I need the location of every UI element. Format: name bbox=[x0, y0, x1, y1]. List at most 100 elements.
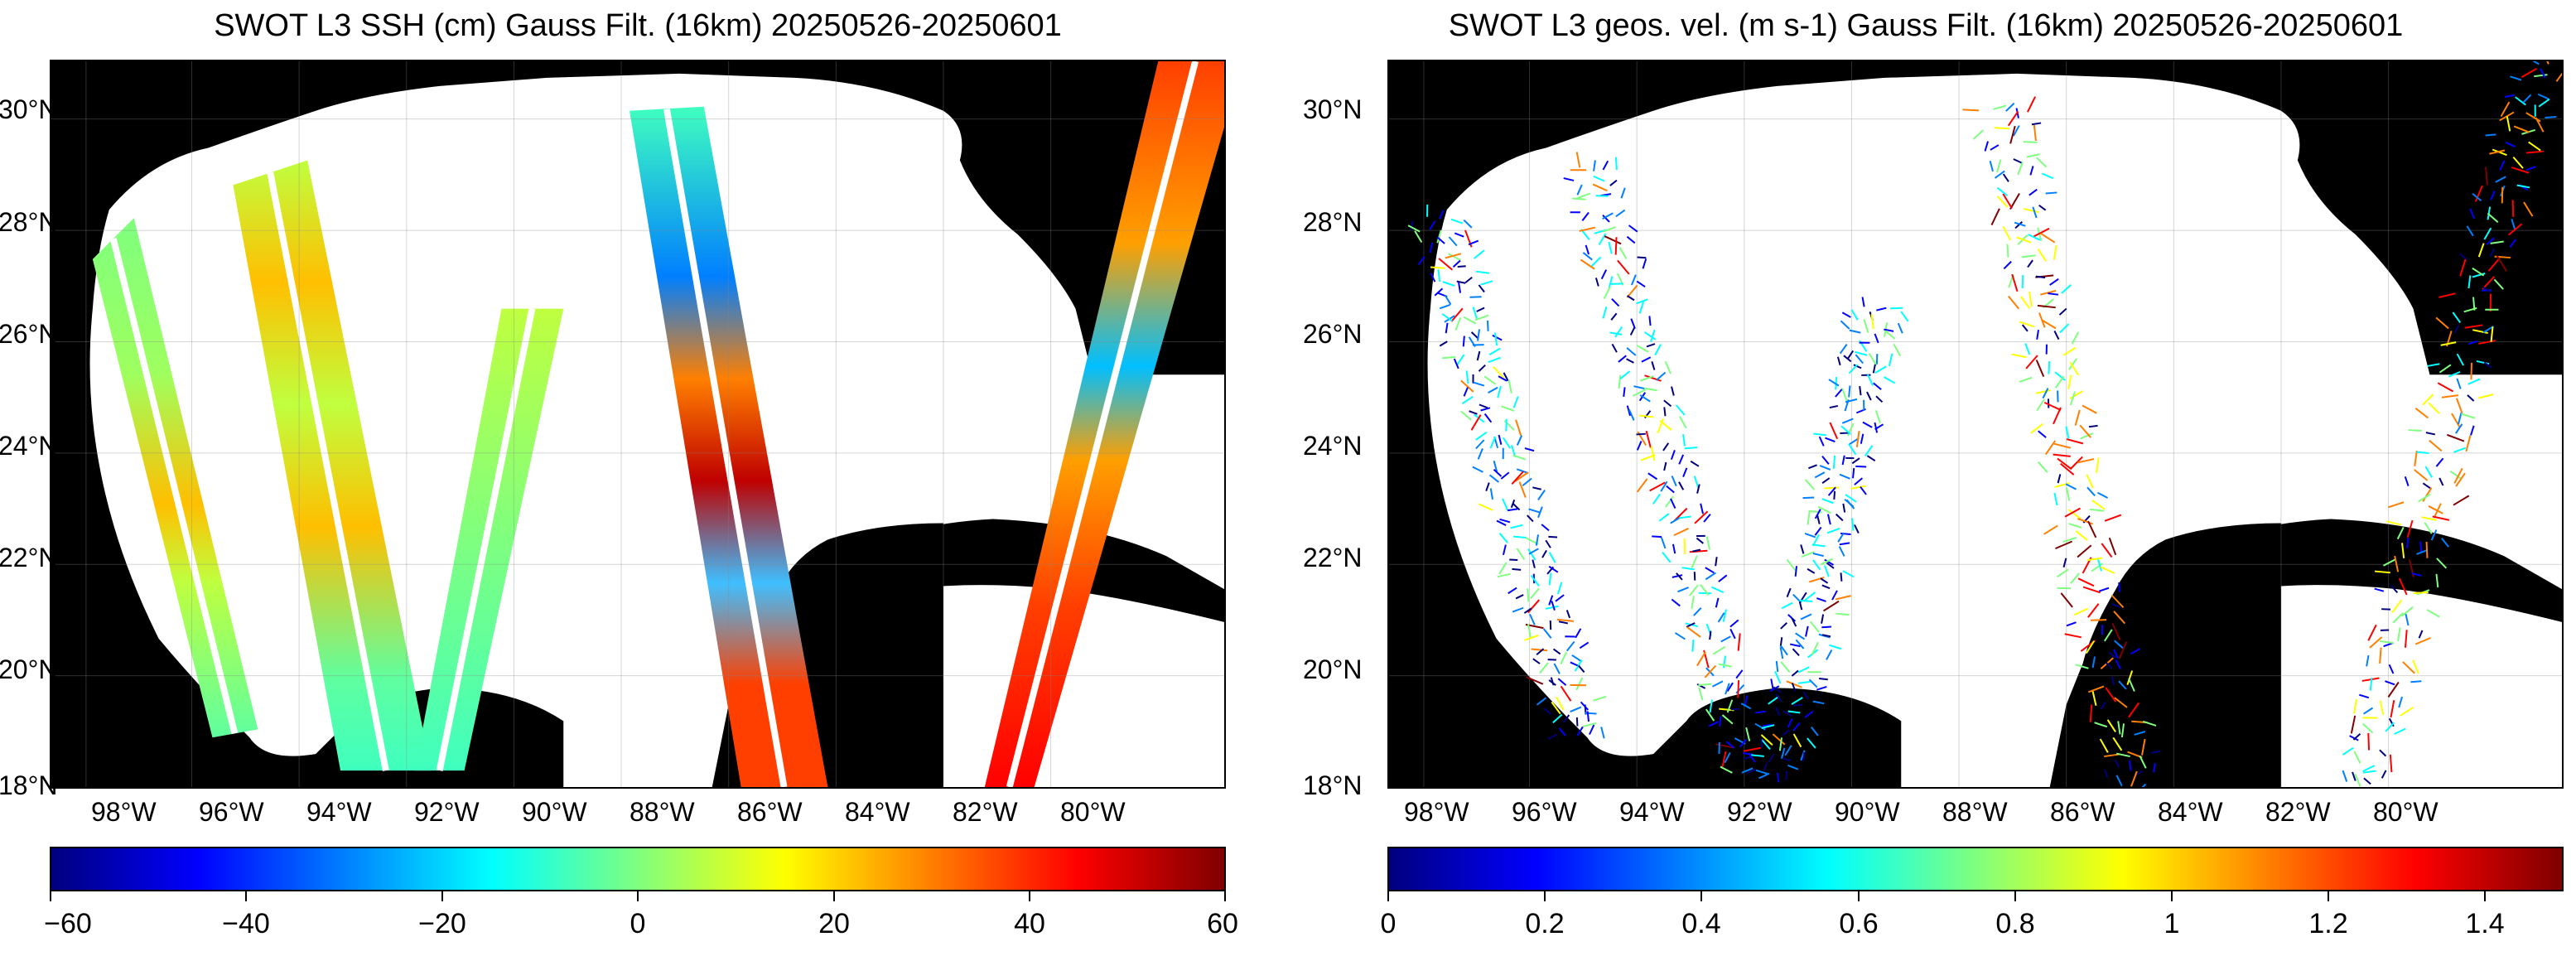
velocity-arrow bbox=[1825, 437, 1836, 442]
velocity-arrow bbox=[2128, 702, 2140, 718]
velocity-arrow bbox=[1532, 658, 1541, 664]
lon-tick-label: 96°W bbox=[199, 797, 264, 827]
velocity-arrow bbox=[2389, 754, 2393, 773]
ssh-colorbar-label: 40 bbox=[1014, 908, 1045, 939]
lon-tick-label: 86°W bbox=[2050, 797, 2115, 827]
velocity-arrow bbox=[2041, 319, 2057, 330]
velocity-arrow bbox=[2457, 412, 2463, 425]
velocity-arrow bbox=[1797, 680, 1811, 684]
velocity-arrow bbox=[2075, 664, 2089, 669]
velocity-arrow bbox=[2113, 611, 2126, 625]
velocity-arrow bbox=[2516, 184, 2530, 189]
velocity-arrow bbox=[2428, 505, 2443, 514]
velocity-arrow bbox=[1641, 356, 1652, 363]
velocity-arrow bbox=[1511, 471, 1524, 485]
lat-tick-label: 22°N bbox=[0, 543, 58, 572]
velocity-arrow bbox=[1633, 385, 1645, 390]
velocity-arrow bbox=[1670, 516, 1681, 524]
velocity-arrow bbox=[2038, 430, 2047, 438]
velocity-arrow bbox=[2478, 394, 2494, 399]
velocity-arrow bbox=[1826, 514, 1831, 525]
ssh-colorbar-label: −40 bbox=[222, 908, 270, 939]
lon-tick-label: 84°W bbox=[2158, 797, 2223, 827]
velocity-arrow bbox=[1829, 644, 1842, 650]
velocity-arrow bbox=[1888, 353, 1893, 367]
velocity-arrow bbox=[1864, 445, 1874, 457]
velocity-arrow bbox=[2054, 371, 2066, 381]
velocity-arrow bbox=[1575, 628, 1582, 639]
velocity-arrow bbox=[1893, 343, 1902, 357]
velocity-panel-title: SWOT L3 geos. vel. (m s-1) Gauss Filt. (… bbox=[1448, 8, 2404, 43]
velocity-arrow bbox=[2396, 526, 2405, 540]
velocity-arrow bbox=[1797, 666, 1810, 674]
velocity-arrow bbox=[1477, 447, 1483, 460]
ssh-colorbar-label: 20 bbox=[818, 908, 850, 939]
lon-tick-label: 94°W bbox=[306, 797, 372, 827]
velocity-arrow bbox=[2447, 433, 2465, 442]
velocity-arrow bbox=[1452, 259, 1461, 268]
velocity-arrow bbox=[2011, 273, 2019, 292]
velocity-arrow bbox=[1672, 543, 1676, 554]
velocity-arrow bbox=[2071, 331, 2080, 345]
velocity-arrow bbox=[2432, 515, 2450, 521]
velocity-arrow bbox=[1773, 686, 1782, 693]
velocity-arrow bbox=[1652, 493, 1661, 505]
velocity-arrow bbox=[2096, 457, 2100, 474]
velocity-arrow bbox=[2414, 469, 2429, 481]
velocity-arrow bbox=[1608, 241, 1613, 254]
velocity-arrow bbox=[1726, 682, 1734, 693]
velocity-arrow bbox=[2449, 470, 2462, 480]
velocity-arrow bbox=[2487, 212, 2499, 223]
lon-tick-label: 96°W bbox=[1512, 797, 1577, 827]
velocity-arrow bbox=[2054, 482, 2071, 488]
velocity-arrow bbox=[2100, 566, 2115, 574]
velocity-arrow bbox=[2367, 732, 2371, 751]
velocity-arrow bbox=[2374, 587, 2385, 592]
velocity-arrow bbox=[1636, 441, 1643, 451]
velocity-arrow bbox=[2097, 559, 2102, 572]
velocity-arrow bbox=[2086, 474, 2094, 489]
velocity-arrow bbox=[1836, 612, 1850, 616]
velocity-arrow bbox=[2465, 435, 2472, 452]
ssh-map[interactable] bbox=[50, 60, 1226, 789]
velocity-arrow bbox=[1592, 183, 1608, 192]
velocity-colorbar-label: 0.4 bbox=[1681, 908, 1721, 939]
velocity-arrow bbox=[1602, 307, 1608, 319]
velocity-arrow bbox=[1839, 344, 1848, 355]
velocity-arrow bbox=[2053, 453, 2071, 457]
velocity-arrow bbox=[1636, 280, 1646, 288]
velocity-arrow bbox=[2021, 254, 2036, 258]
ssh-colorbar-tick bbox=[637, 891, 639, 901]
velocity-arrow bbox=[2104, 769, 2109, 778]
velocity-arrow bbox=[1866, 455, 1876, 462]
velocity-arrow bbox=[1473, 381, 1485, 387]
velocity-arrow bbox=[1548, 595, 1554, 606]
velocity-arrow bbox=[1729, 628, 1736, 640]
velocity-arrow bbox=[2130, 648, 2140, 655]
velocity-arrow bbox=[1724, 752, 1731, 764]
velocity-arrow bbox=[1476, 350, 1481, 361]
velocity-arrow bbox=[1850, 485, 1866, 490]
velocity-arrow bbox=[2037, 304, 2056, 309]
velocity-arrow bbox=[1755, 710, 1766, 714]
velocity-arrow bbox=[2379, 640, 2394, 645]
velocity-arrow bbox=[2097, 491, 2109, 499]
velocity-arrow bbox=[1717, 612, 1725, 623]
velocity-arrow bbox=[2091, 500, 2106, 510]
velocity-arrow bbox=[1448, 236, 1458, 247]
velocity-map[interactable] bbox=[1387, 60, 2564, 789]
velocity-arrow bbox=[1512, 454, 1527, 461]
velocity-arrow bbox=[1847, 350, 1855, 360]
velocity-arrow bbox=[1804, 710, 1814, 718]
ssh-colorbar-label: 0 bbox=[630, 908, 646, 939]
velocity-arrow bbox=[2505, 141, 2516, 147]
velocity-arrow bbox=[2104, 514, 2122, 522]
velocity-arrow bbox=[1779, 646, 1784, 659]
velocity-arrow bbox=[1610, 312, 1618, 321]
velocity-arrow bbox=[2151, 750, 2161, 754]
velocity-arrow bbox=[2106, 719, 2116, 732]
velocity-arrow bbox=[2522, 94, 2532, 104]
lon-tick-label: 92°W bbox=[1727, 797, 1792, 827]
velocity-arrow bbox=[2366, 654, 2370, 667]
velocity-arrow bbox=[2115, 752, 2130, 758]
